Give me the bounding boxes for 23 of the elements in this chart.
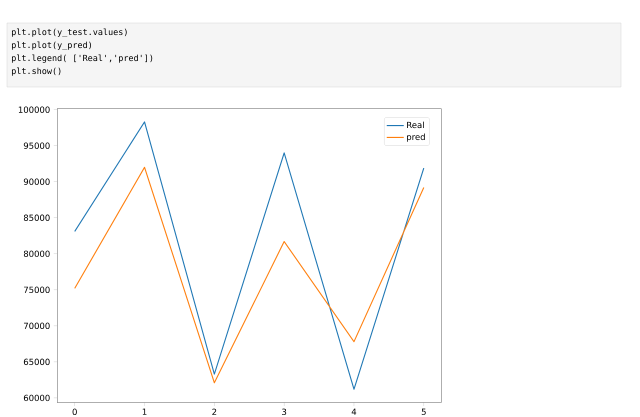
line-series	[74, 166, 424, 384]
y-tick-label: 90000	[24, 178, 50, 185]
text: plt.legend( ['Real','pred'])	[12, 54, 152, 63]
line-series	[74, 121, 424, 390]
x-tick-label: 3	[282, 408, 286, 416]
y-tick-label: 95000	[24, 142, 50, 149]
x-tick-label: 4	[352, 408, 356, 415]
y-tick-label: 85000	[24, 214, 50, 221]
legend-label: Real	[407, 122, 424, 128]
text: plt.show()	[12, 68, 60, 76]
y-tick-label: 70000	[24, 322, 50, 330]
x-tick-label: 0	[72, 408, 77, 416]
x-tick-label: 5	[422, 408, 426, 415]
text: plt.plot(y_test.values)	[12, 28, 127, 37]
y-tick-label: 60000	[24, 394, 50, 402]
text: plt.plot(y_pred)	[12, 42, 92, 50]
x-tick-label: 2	[212, 408, 216, 415]
y-tick-label: 80000	[24, 250, 50, 257]
legend-label: pred	[407, 134, 425, 142]
y-tick-label: 75000	[24, 286, 50, 294]
y-tick-label: 100000	[18, 106, 50, 113]
x-tick-label: 1	[142, 408, 146, 415]
y-tick-label: 65000	[24, 358, 50, 366]
